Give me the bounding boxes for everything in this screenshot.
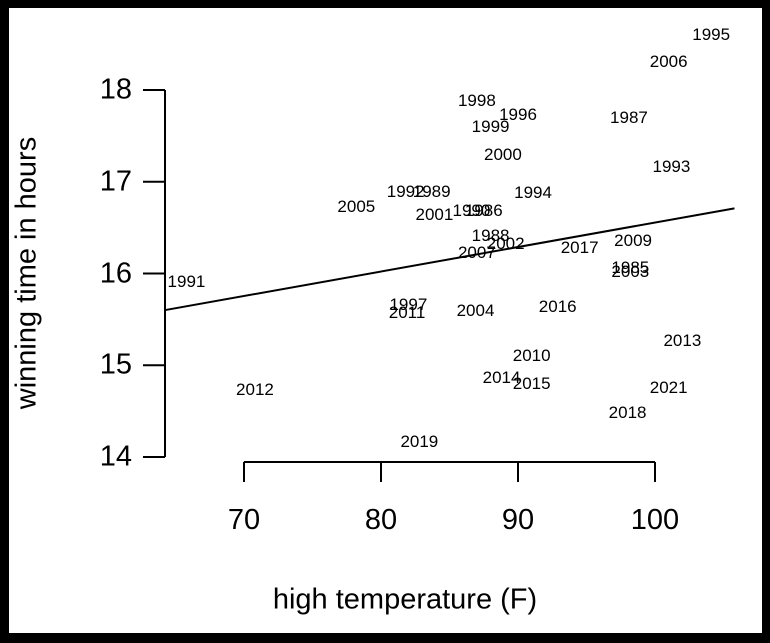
y-tick-label: 16 bbox=[99, 257, 132, 289]
year-label: 2014 bbox=[482, 368, 521, 388]
year-label: 2005 bbox=[337, 197, 376, 217]
year-label: 1990 bbox=[452, 201, 491, 221]
year-label: 1996 bbox=[499, 104, 537, 124]
year-label: 2007 bbox=[457, 243, 496, 263]
year-label: 2018 bbox=[608, 402, 647, 422]
year-label: 2000 bbox=[484, 145, 522, 165]
y-tick-label: 17 bbox=[99, 165, 132, 198]
year-label: 2006 bbox=[649, 51, 688, 71]
y-tick-label: 14 bbox=[99, 440, 132, 473]
year-label: 1999 bbox=[471, 116, 510, 136]
plot-canvas bbox=[9, 8, 762, 633]
x-tick-label: 80 bbox=[364, 504, 398, 536]
year-label: 2010 bbox=[512, 346, 551, 366]
year-label: 2004 bbox=[456, 301, 495, 321]
year-label: 2019 bbox=[400, 432, 439, 452]
year-label: 2013 bbox=[663, 331, 702, 351]
year-label: 2003 bbox=[611, 261, 650, 281]
year-label: 2012 bbox=[236, 380, 274, 400]
year-label: 1988 bbox=[471, 225, 510, 245]
year-label: 1992 bbox=[386, 181, 425, 201]
year-label: 2021 bbox=[649, 378, 688, 398]
y-tick-label: 15 bbox=[99, 348, 132, 381]
x-axis-title: high temperature (F) bbox=[272, 583, 538, 616]
y-tick-label: 18 bbox=[99, 73, 132, 106]
x-tick-label: 90 bbox=[501, 504, 535, 536]
year-label: 1986 bbox=[464, 201, 503, 221]
year-label: 2009 bbox=[614, 231, 652, 251]
year-label: 2002 bbox=[486, 234, 525, 254]
year-label: 1987 bbox=[610, 107, 648, 127]
year-label: 1994 bbox=[514, 182, 552, 202]
year-label: 2011 bbox=[388, 302, 426, 322]
year-label: 1993 bbox=[652, 157, 691, 177]
x-tick-label: 100 bbox=[630, 504, 680, 536]
year-label: 2015 bbox=[512, 373, 551, 393]
year-label: 2016 bbox=[538, 297, 577, 317]
year-label: 1998 bbox=[457, 91, 496, 110]
year-label: 1991 bbox=[167, 271, 206, 291]
year-label: 2001 bbox=[415, 204, 454, 224]
year-label: 1989 bbox=[412, 181, 451, 201]
year-label: 1985 bbox=[611, 257, 650, 277]
year-label: 1997 bbox=[389, 294, 428, 314]
y-axis-title: winning time in hours bbox=[10, 136, 43, 410]
year-label: 2017 bbox=[560, 237, 599, 257]
x-tick-label: 70 bbox=[227, 504, 261, 536]
year-label: 1995 bbox=[692, 24, 731, 44]
